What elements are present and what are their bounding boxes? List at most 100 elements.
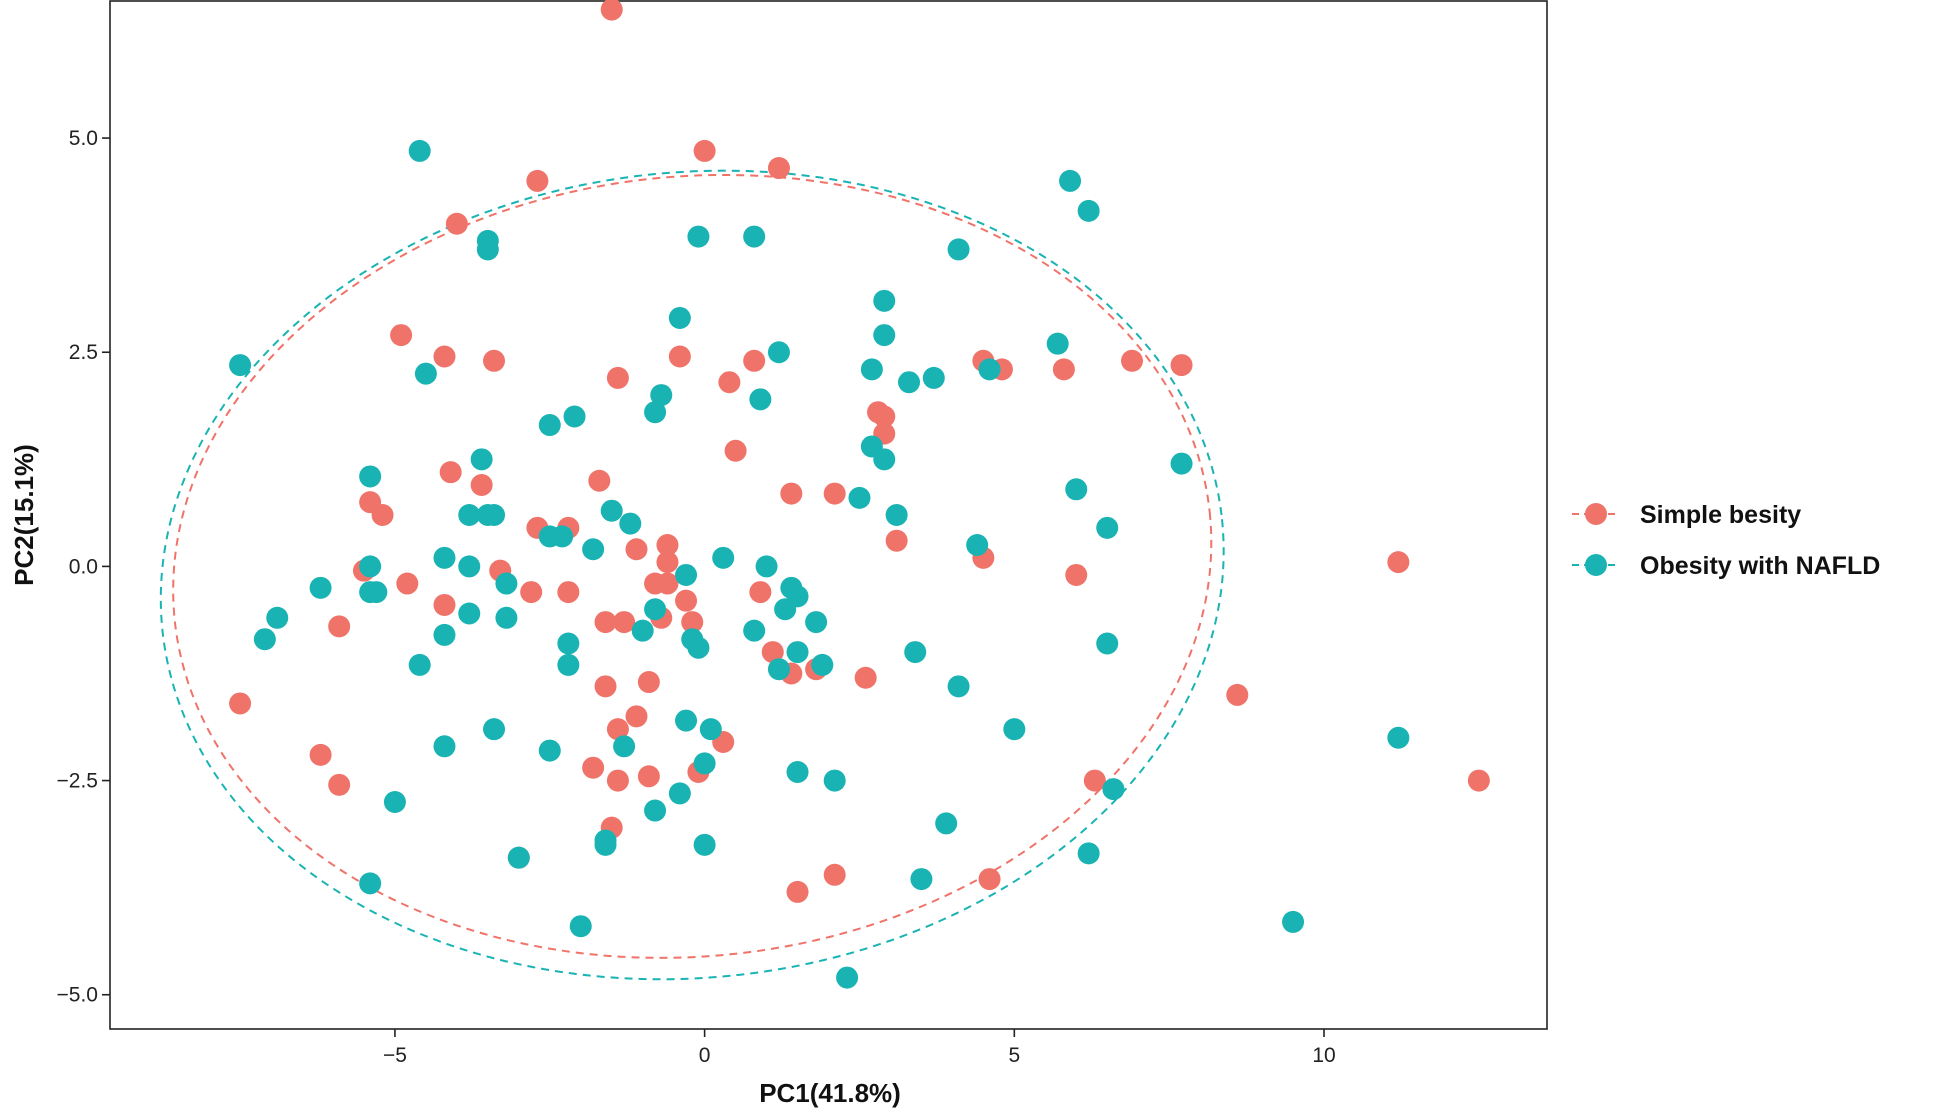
point-series-1 <box>606 366 629 389</box>
point-series-1 <box>1170 354 1193 377</box>
point-series-2 <box>483 718 506 741</box>
point-series-1 <box>767 157 790 180</box>
point-series-2 <box>848 486 871 509</box>
point-series-2 <box>873 324 896 347</box>
point-series-2 <box>904 641 927 664</box>
point-series-2 <box>910 868 933 891</box>
point-series-2 <box>1170 452 1193 475</box>
point-series-2 <box>650 384 673 407</box>
legend-label-1: Simple besity <box>1640 501 1801 529</box>
point-series-2 <box>644 598 667 621</box>
point-series-2 <box>1282 910 1305 933</box>
point-series-2 <box>557 653 580 676</box>
point-series-1 <box>724 439 747 462</box>
point-series-2 <box>675 709 698 732</box>
point-series-1 <box>433 593 456 616</box>
point-series-2 <box>898 371 921 394</box>
point-series-1 <box>557 581 580 604</box>
point-series-2 <box>383 790 406 813</box>
point-series-2 <box>699 718 722 741</box>
point-series-1 <box>637 671 660 694</box>
point-series-1 <box>1052 358 1075 381</box>
point-series-1 <box>470 474 493 497</box>
point-series-1 <box>823 482 846 505</box>
point-series-1 <box>445 212 468 235</box>
point-series-2 <box>978 358 1001 381</box>
plot-panel <box>109 0 1548 1030</box>
y-tick-label: −2.5 <box>57 770 98 793</box>
point-series-1 <box>637 765 660 788</box>
point-series-2 <box>433 546 456 569</box>
point-series-1 <box>656 572 679 595</box>
point-series-2 <box>1096 632 1119 655</box>
point-series-2 <box>569 915 592 938</box>
point-series-2 <box>613 735 636 758</box>
point-series-2 <box>860 358 883 381</box>
point-series-2 <box>507 846 530 869</box>
x-tick-label: 0 <box>699 1044 711 1067</box>
point-series-1 <box>600 0 623 21</box>
point-series-2 <box>476 238 499 261</box>
point-series-1 <box>390 324 413 347</box>
point-series-1 <box>613 611 636 634</box>
point-series-2 <box>631 619 654 642</box>
point-series-2 <box>836 966 859 989</box>
point-series-1 <box>439 461 462 484</box>
point-series-2 <box>693 752 716 775</box>
point-series-1 <box>780 482 803 505</box>
point-series-2 <box>359 465 382 488</box>
point-series-1 <box>873 405 896 428</box>
point-series-1 <box>396 572 419 595</box>
point-series-1 <box>483 349 506 372</box>
point-series-2 <box>767 341 790 364</box>
point-series-2 <box>594 829 617 852</box>
point-series-1 <box>675 589 698 612</box>
point-series-2 <box>755 555 778 578</box>
y-tick-label: 2.5 <box>69 341 98 364</box>
point-series-1 <box>1467 769 1490 792</box>
point-series-1 <box>885 529 908 552</box>
point-series-2 <box>582 538 605 561</box>
points-layer <box>229 0 1490 989</box>
point-series-2 <box>538 739 561 762</box>
point-series-2 <box>563 405 586 428</box>
point-series-2 <box>414 362 437 385</box>
x-tick-label: 5 <box>1008 1044 1020 1067</box>
point-series-2 <box>495 606 518 629</box>
point-series-1 <box>1065 563 1088 586</box>
point-series-1 <box>606 718 629 741</box>
point-series-1 <box>328 773 351 796</box>
point-series-2 <box>476 504 499 526</box>
point-series-2 <box>1046 332 1069 355</box>
point-series-2 <box>885 504 908 526</box>
point-series-1 <box>656 533 679 556</box>
point-series-2 <box>786 761 809 783</box>
point-series-1 <box>1387 551 1410 574</box>
point-series-2 <box>433 623 456 646</box>
point-series-2 <box>1096 516 1119 539</box>
point-series-2 <box>712 546 735 569</box>
point-series-2 <box>619 512 642 535</box>
ellipse-series-1 <box>172 173 1213 959</box>
point-series-2 <box>935 812 958 835</box>
point-series-1 <box>625 705 648 728</box>
point-series-1 <box>328 615 351 638</box>
point-series-2 <box>495 572 518 595</box>
point-series-2 <box>743 225 766 248</box>
point-series-1 <box>433 345 456 368</box>
point-series-2 <box>253 628 276 651</box>
point-series-2 <box>873 289 896 312</box>
point-series-1 <box>625 538 648 561</box>
point-series-2 <box>805 611 828 634</box>
point-series-2 <box>458 602 481 625</box>
point-series-1 <box>1121 349 1144 372</box>
x-tick-label: 10 <box>1312 1044 1335 1067</box>
legend-label-2: Obesity with NAFLD <box>1640 552 1880 580</box>
legend-marker-1 <box>1585 503 1607 525</box>
x-tick-label: −5 <box>383 1044 407 1067</box>
y-tick-label: −5.0 <box>57 984 98 1007</box>
point-series-2 <box>947 675 970 698</box>
point-series-2 <box>359 872 382 895</box>
point-series-1 <box>761 641 784 664</box>
